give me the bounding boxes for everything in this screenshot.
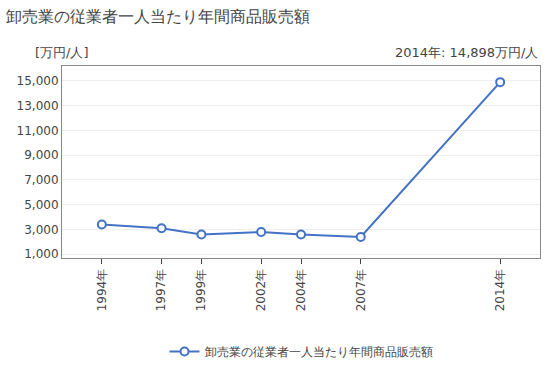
svg-text:1999年: 1999年 xyxy=(194,269,208,312)
svg-text:2004年: 2004年 xyxy=(294,269,308,312)
svg-text:2014年: 2014年 xyxy=(493,269,507,312)
svg-text:7,000: 7,000 xyxy=(24,173,58,187)
svg-text:15,000: 15,000 xyxy=(17,74,59,88)
svg-text:1,000: 1,000 xyxy=(24,247,58,261)
svg-text:2014年: 14,898万円/人: 2014年: 14,898万円/人 xyxy=(395,45,538,60)
svg-text:13,000: 13,000 xyxy=(17,99,59,113)
svg-text:2007年: 2007年 xyxy=(354,269,368,312)
svg-text:卸売業の従業者一人当たり年間商品販売額: 卸売業の従業者一人当たり年間商品販売額 xyxy=(205,345,433,359)
svg-text:1997年: 1997年 xyxy=(154,269,168,312)
svg-text:卸売業の従業者一人当たり年間商品販売額: 卸売業の従業者一人当たり年間商品販売額 xyxy=(6,7,310,26)
svg-text:11,000: 11,000 xyxy=(17,124,59,138)
svg-text:9,000: 9,000 xyxy=(24,148,58,162)
svg-text:1994年: 1994年 xyxy=(95,269,109,312)
svg-text:3,000: 3,000 xyxy=(24,223,58,237)
svg-text:2002年: 2002年 xyxy=(254,269,268,312)
svg-text:5,000: 5,000 xyxy=(24,198,58,212)
svg-text:[万円/人]: [万円/人] xyxy=(35,45,89,60)
